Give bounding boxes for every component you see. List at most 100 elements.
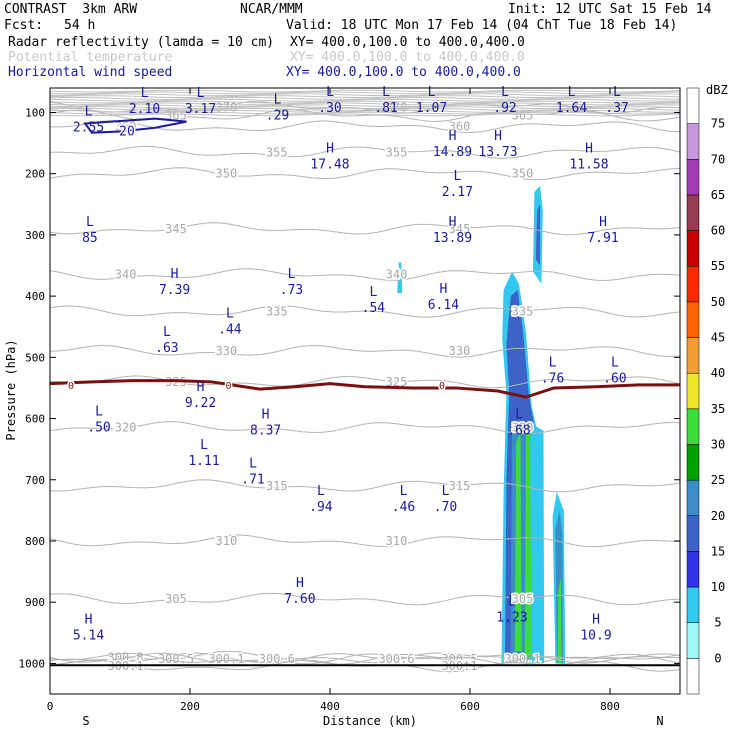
- wind-extremum-type: L: [200, 438, 208, 453]
- wind-extremum-value: .94: [309, 500, 333, 515]
- wind-extremum-value: .29: [266, 108, 289, 123]
- freezing-level-label: 0: [68, 381, 74, 392]
- theta-contour: [49, 222, 681, 236]
- wind-extremum-type: L: [428, 85, 436, 100]
- theta-contour-label: 310: [386, 534, 408, 548]
- colorbar-label: 5: [714, 616, 721, 630]
- reflectivity-region: [397, 262, 403, 294]
- wind-extremum-type: L: [382, 85, 390, 100]
- colorbar-swatch: [686, 444, 700, 481]
- wind-extremum-type: L: [163, 325, 171, 340]
- wind-extremum-value: 17.48: [310, 157, 349, 172]
- theta-contour-label: 330: [216, 344, 238, 358]
- freezing-level-label: 0: [439, 381, 445, 392]
- theta-contour: [49, 534, 681, 548]
- colorbar-label: 25: [711, 473, 725, 487]
- freezing-level-layer: 0 0 0: [49, 379, 680, 667]
- y-tick-label: 800: [25, 535, 45, 548]
- wind-extremum-type: L: [197, 86, 205, 101]
- wind-extremum-value: 1.07: [416, 101, 447, 116]
- field-theta-xy: XY= 400.0,100.0 to 400.0,400.0: [290, 50, 525, 65]
- wind-extremum-type: L: [613, 85, 621, 100]
- colorbar-label: 70: [711, 152, 725, 166]
- theta-contour-label: 330: [449, 344, 471, 358]
- reflectivity-region: [557, 577, 562, 664]
- x-end-label-north: N: [656, 714, 663, 728]
- wind-extremum-type: H: [197, 380, 205, 395]
- theta-contour: [49, 167, 681, 181]
- wind-extremum-value: 8.37: [250, 424, 281, 439]
- colorbar-label: 60: [711, 224, 725, 238]
- org-label: NCAR/MMM: [240, 2, 303, 17]
- x-axis-label: Distance (km): [323, 714, 417, 728]
- wind-extremum-value: .92: [493, 101, 516, 116]
- wind-extremum-value: 1.64: [556, 101, 587, 116]
- wind-extremum-value: .30: [318, 101, 341, 116]
- wind-extremum-value: 11.58: [569, 157, 608, 172]
- field-reflectivity-name: Radar reflectivity (lamda = 10 cm): [8, 35, 275, 50]
- y-tick-label: 500: [25, 351, 45, 364]
- wind-extremum-value: .71: [241, 473, 264, 488]
- colorbar-swatch: [686, 622, 700, 659]
- wind-extremum-value: 2.55: [73, 121, 104, 136]
- wind-extremum-value: 7.60: [284, 592, 315, 607]
- wind-extremum-type: L: [317, 484, 325, 499]
- theta-contour: [49, 145, 681, 159]
- colorbar-swatch: [686, 159, 700, 196]
- theta-contour-label: 345: [165, 222, 187, 236]
- colorbar-swatch: [686, 265, 700, 303]
- theta-contour-label: 350: [216, 167, 238, 181]
- colorbar-label: 45: [711, 331, 725, 345]
- theta-contour-label: 300.6: [259, 652, 295, 666]
- theta-contour: [49, 91, 681, 95]
- y-tick-label: 400: [25, 290, 45, 303]
- wind-extremum-type: L: [611, 356, 619, 371]
- theta-contour-label: 300.1: [208, 652, 244, 666]
- colorbar-swatch: [686, 408, 700, 445]
- wind-extremum-type: L: [226, 307, 234, 322]
- wind-extremum-value: 1.23: [496, 610, 527, 625]
- colorbar-label: 40: [711, 366, 725, 380]
- wind-extremum-value: 7.39: [159, 283, 190, 298]
- wind-extremum-type: H: [599, 215, 607, 230]
- theta-contour: [50, 120, 681, 134]
- theta-contour-label: 355: [266, 145, 288, 159]
- freezing-level-label: 0: [225, 381, 231, 392]
- wind-extremum-value: 10.9: [580, 629, 611, 644]
- theta-contour-label: 345: [449, 222, 471, 236]
- colorbar-label: 35: [711, 402, 725, 416]
- y-tick-label: 100: [25, 106, 45, 119]
- wind-extremum-value: .37: [605, 101, 628, 116]
- wind-extremum-type: L: [85, 105, 93, 120]
- model-title: CONTRAST 3km ARW: [4, 2, 138, 17]
- colorbar-swatch: [686, 551, 700, 588]
- theta-contour: [49, 107, 681, 111]
- reflectivity-region: [530, 424, 545, 664]
- wind-extremum-type: L: [515, 408, 523, 423]
- colorbar-swatch: [686, 337, 700, 374]
- wind-extremum-type: H: [592, 613, 600, 628]
- wind-extremum-value: 6.14: [428, 298, 459, 313]
- wind-extremum-value: 85: [82, 231, 98, 246]
- y-tick-label: 600: [25, 413, 45, 426]
- wind-extremum-type: L: [501, 85, 509, 100]
- wind-contour-20: [83, 117, 187, 134]
- theta-contour: [49, 95, 681, 99]
- theta-contour: [49, 652, 681, 666]
- wind-extremum-type: H: [296, 576, 304, 591]
- theta-contour: [49, 89, 681, 93]
- fcst-value: 54 h: [64, 18, 96, 33]
- wind-extremum-value: .60: [603, 372, 626, 387]
- theta-contour-label: 335: [266, 304, 288, 318]
- theta-contour-label: 340: [386, 268, 408, 282]
- theta-contour: [49, 304, 681, 318]
- colorbar-label: 65: [711, 188, 725, 202]
- wind-extremum-value: .68: [507, 424, 530, 439]
- theta-contour: [49, 652, 681, 666]
- theta-contour: [49, 344, 681, 358]
- theta-contour-label: 335: [512, 304, 534, 318]
- colorbar-label: 75: [711, 117, 725, 131]
- wind-extremum-type: H: [494, 129, 502, 144]
- wind-extremum-value: 1.11: [188, 454, 219, 469]
- theta-contour: [49, 111, 681, 115]
